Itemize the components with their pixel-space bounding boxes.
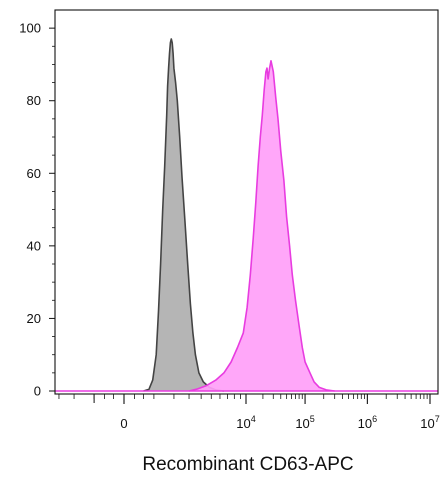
y-tick-label: 60 — [27, 166, 41, 181]
y-tick-label: 0 — [34, 384, 41, 399]
y-tick-label: 80 — [27, 93, 41, 108]
x-axis: 0 104 105 106 107 — [58, 394, 440, 431]
x-tick-label: 107 — [420, 414, 439, 431]
y-axis: 0 20 40 60 80 100 — [19, 21, 55, 399]
x-tick-label: 105 — [295, 414, 314, 431]
y-tick-label: 20 — [27, 311, 41, 326]
x-tick-label: 106 — [358, 414, 377, 431]
series-1-outline — [188, 60, 335, 392]
plot-area — [55, 38, 438, 392]
y-tick-label: 100 — [19, 21, 41, 36]
x-tick-label: 0 — [120, 416, 127, 431]
x-axis-title: Recombinant CD63-APC — [142, 454, 353, 475]
series-0-outline — [143, 38, 225, 392]
x-tick-label: 104 — [236, 414, 255, 431]
series-1-fill — [189, 60, 335, 392]
y-tick-label: 40 — [27, 238, 41, 253]
